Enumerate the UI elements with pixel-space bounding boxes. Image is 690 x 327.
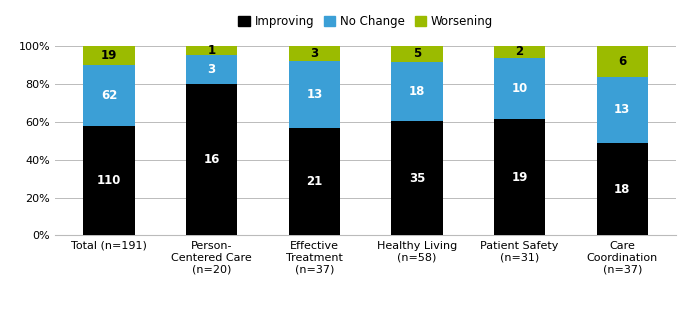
- Text: 35: 35: [409, 172, 425, 185]
- Text: 19: 19: [511, 171, 528, 184]
- Text: 110: 110: [97, 174, 121, 187]
- Bar: [186, 46, 237, 55]
- Bar: [83, 46, 135, 65]
- Text: 62: 62: [101, 89, 117, 102]
- Text: 3: 3: [310, 47, 319, 60]
- Bar: [597, 143, 648, 235]
- Text: 5: 5: [413, 47, 421, 60]
- Text: 3: 3: [208, 63, 216, 76]
- Text: 21: 21: [306, 175, 322, 188]
- Bar: [597, 77, 648, 143]
- Bar: [494, 46, 545, 58]
- Text: 10: 10: [511, 82, 528, 95]
- Legend: Improving, No Change, Worsening: Improving, No Change, Worsening: [233, 10, 498, 32]
- Bar: [494, 119, 545, 235]
- Bar: [288, 46, 340, 61]
- Bar: [288, 128, 340, 235]
- Bar: [391, 62, 443, 121]
- Bar: [597, 46, 648, 77]
- Text: 6: 6: [618, 55, 627, 68]
- Text: 18: 18: [614, 183, 631, 196]
- Bar: [83, 65, 135, 126]
- Text: 13: 13: [614, 103, 631, 116]
- Text: 1: 1: [208, 44, 216, 57]
- Bar: [288, 61, 340, 128]
- Bar: [186, 55, 237, 84]
- Text: 2: 2: [515, 45, 524, 59]
- Text: 19: 19: [101, 49, 117, 62]
- Bar: [391, 121, 443, 235]
- Bar: [494, 58, 545, 119]
- Bar: [391, 46, 443, 62]
- Bar: [186, 84, 237, 235]
- Text: 16: 16: [204, 153, 220, 166]
- Text: 18: 18: [409, 85, 425, 98]
- Bar: [83, 126, 135, 235]
- Text: 13: 13: [306, 88, 322, 101]
